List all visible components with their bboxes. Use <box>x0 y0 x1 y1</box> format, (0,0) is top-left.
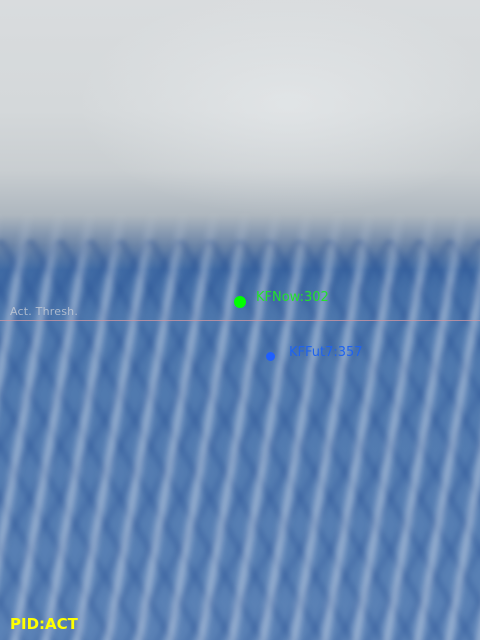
kf-now-marker <box>234 296 246 308</box>
kf-now-label: KFNow:302 <box>256 290 329 305</box>
fabric-weave <box>0 150 480 640</box>
activation-threshold-label: Act. Thresh. <box>10 305 79 318</box>
activation-threshold-line <box>0 320 480 321</box>
kf-future-marker <box>266 352 275 361</box>
kf-future-label: KFFut7:357 <box>289 345 363 360</box>
pid-status-text: PID:ACT <box>10 615 78 633</box>
